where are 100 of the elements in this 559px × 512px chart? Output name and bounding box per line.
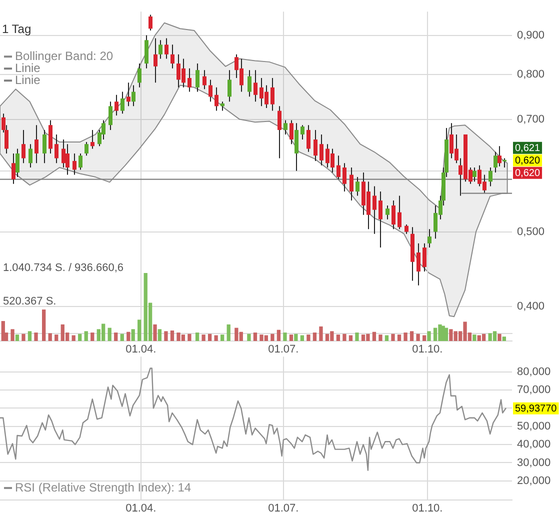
x-tick-label: 01.10. <box>412 344 443 356</box>
bar <box>84 331 88 341</box>
candlestick <box>188 68 192 92</box>
bar <box>306 334 310 341</box>
bar <box>195 332 200 341</box>
candlestick <box>78 152 82 170</box>
candlestick <box>416 242 420 286</box>
bar <box>208 334 212 341</box>
bar <box>472 334 476 341</box>
candlestick <box>386 204 390 220</box>
bar <box>114 332 118 341</box>
annotation: 1.040.734 S. / 936.660,6 <box>3 262 124 274</box>
candlestick <box>144 34 148 69</box>
y-tick-label: 0,900 <box>517 29 545 42</box>
legend-label: RSI (Relative Strength Index): 14 <box>15 480 192 494</box>
candlestick <box>148 14 152 31</box>
candlestick <box>502 158 506 168</box>
candlestick <box>336 155 340 180</box>
bar <box>502 336 506 341</box>
y-tick-label: 30,000 <box>517 456 551 469</box>
candlestick <box>48 120 52 154</box>
candlestick <box>392 200 396 230</box>
x-tick-label: 01.07. <box>268 502 299 512</box>
candlestick <box>202 70 206 90</box>
candlestick <box>278 106 282 159</box>
bar <box>28 331 32 341</box>
bar <box>498 334 502 341</box>
candlestick <box>84 142 88 156</box>
x-tick-label: 01.04. <box>126 502 156 512</box>
bar <box>48 333 52 341</box>
candlestick <box>488 167 492 187</box>
bar <box>300 335 304 341</box>
candlestick <box>284 120 288 135</box>
bar <box>342 334 346 341</box>
bar <box>384 335 389 341</box>
bar <box>397 334 402 341</box>
bar <box>120 334 124 341</box>
bar <box>22 334 26 341</box>
bar <box>158 329 162 341</box>
bar <box>319 326 323 341</box>
x-tick-label: 01.10. <box>412 502 443 512</box>
bar <box>15 334 20 341</box>
y-tick-label: 70,000 <box>517 384 551 396</box>
candlestick <box>320 134 324 166</box>
candlestick <box>228 70 232 102</box>
legend-label: Linie <box>15 72 41 87</box>
bar <box>294 334 298 341</box>
candlestick <box>306 124 310 152</box>
candlestick <box>22 129 26 164</box>
bar <box>427 331 431 341</box>
candlestick <box>208 79 212 102</box>
candlestick <box>342 162 346 192</box>
candlestick <box>170 44 174 69</box>
candlestick <box>120 91 124 114</box>
candlestick <box>126 82 130 107</box>
y-tick-label: 0,400 <box>517 300 545 312</box>
candlestick <box>294 122 298 172</box>
bar <box>78 334 82 341</box>
annotation: 59,93770 <box>515 404 558 415</box>
candlestick <box>154 38 158 84</box>
candlestick <box>498 146 502 167</box>
y-tick-label: 50,000 <box>517 420 551 432</box>
bar <box>336 334 340 341</box>
bar <box>164 331 168 341</box>
candlestick <box>372 186 376 234</box>
bar <box>34 332 38 341</box>
bar <box>247 334 251 341</box>
bar <box>355 332 359 341</box>
bar <box>214 335 218 341</box>
text: 0,620 <box>515 168 540 180</box>
bar <box>372 332 376 341</box>
y-tick-label: 80,000 <box>517 366 551 378</box>
x-tick-label: 01.07. <box>268 344 299 356</box>
candlestick <box>270 78 274 112</box>
candlestick <box>34 124 38 164</box>
candlestick <box>428 228 432 248</box>
candlestick <box>138 63 142 88</box>
bar <box>283 332 287 341</box>
bar <box>410 331 414 341</box>
bar <box>188 334 192 341</box>
candlestick <box>220 101 224 112</box>
candlestick <box>28 144 32 168</box>
bar <box>108 328 112 341</box>
bar <box>138 320 142 341</box>
candlestick <box>472 167 476 182</box>
bar <box>220 334 224 341</box>
text: 0,621 <box>515 143 540 154</box>
bar <box>378 334 382 341</box>
bar <box>72 335 76 341</box>
bar <box>404 332 408 341</box>
candlestick <box>108 101 112 130</box>
bar <box>422 335 426 341</box>
candlestick <box>356 176 360 196</box>
annotation: 520.367 S. <box>3 296 56 308</box>
candlestick <box>350 167 354 202</box>
candlestick <box>196 63 200 92</box>
bar <box>312 332 317 341</box>
bar <box>126 332 130 341</box>
candlestick <box>12 152 16 184</box>
bar <box>131 329 135 341</box>
